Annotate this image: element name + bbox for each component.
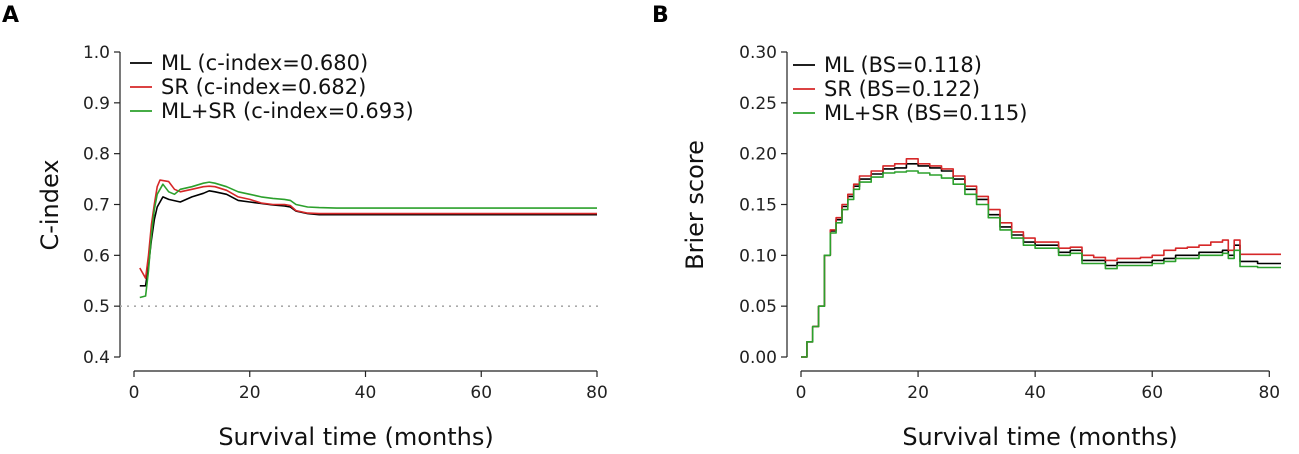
chart-a-xtick-label: 40: [355, 383, 377, 403]
chart-b-series-3-line: [801, 170, 1281, 358]
chart-a-series: [139, 179, 597, 299]
chart-a-ytick-label: 0.7: [83, 196, 110, 216]
panel-label-b: B: [652, 3, 669, 28]
chart-a-ytick-label: 0.5: [83, 297, 110, 317]
chart-b: 0.00 0.05 0.10 0.15 0.20 0.25 0.30 0 20 40 60 80 ML…: [681, 43, 1281, 451]
chart-b-legend-label: ML (BS=0.118): [824, 53, 982, 77]
chart-b-series-1-line: [801, 163, 1281, 358]
chart-a-legend-label: SR (c-index=0.682): [161, 75, 366, 99]
chart-b-ylabel: Brier score: [681, 140, 709, 270]
chart-a-legend-label: ML (c-index=0.680): [161, 51, 368, 75]
chart-b-legend-label: ML+SR (BS=0.115): [824, 101, 1027, 125]
chart-b-xlabel: Survival time (months): [902, 423, 1177, 451]
chart-b-xtick-label: 40: [1024, 383, 1046, 403]
chart-b-series-2-line: [801, 158, 1281, 358]
chart-a-series-3-line: [139, 181, 597, 299]
chart-a-xtick-label: 0: [129, 383, 140, 403]
chart-a-ytick-label: 0.6: [83, 246, 110, 266]
chart-b-series: [801, 158, 1281, 358]
chart-a-ylabel: C-index: [36, 159, 64, 250]
chart-b-xtick-label: 60: [1141, 383, 1163, 403]
chart-a-xtick-label: 20: [239, 383, 261, 403]
chart-a-series-2-line: [139, 179, 597, 279]
chart-a-series-1-line: [139, 190, 597, 287]
chart-b-legend: ML (BS=0.118)SR (BS=0.122)ML+SR (BS=0.11…: [793, 53, 1027, 125]
chart-b-ytick-label: 0.25: [739, 94, 777, 114]
chart-b-xtick-label: 0: [796, 383, 807, 403]
chart-a-ytick-label: 0.4: [83, 348, 110, 368]
chart-a-ytick-label: 1.0: [83, 43, 110, 63]
chart-a-xlabel: Survival time (months): [218, 423, 493, 451]
chart-b-ytick-label: 0.15: [739, 196, 777, 216]
chart-b-axes: 0.00 0.05 0.10 0.15 0.20 0.25 0.30 0 20 40 60 80: [739, 43, 1280, 403]
chart-a-axes: 0.4 0.5 0.6 0.7 0.8 0.9 1.0 0 20 40 60 80: [83, 43, 608, 403]
chart-b-xtick-label: 20: [907, 383, 929, 403]
chart-a-ytick-label: 0.9: [83, 94, 110, 114]
chart-b-ytick-label: 0.10: [739, 246, 777, 266]
chart-b-xtick-label: 80: [1258, 383, 1280, 403]
chart-b-ytick-label: 0.20: [739, 145, 777, 165]
chart-a: 0.4 0.5 0.6 0.7 0.8 0.9 1.0 0 20 40 60 80 ML (c-ind…: [36, 43, 608, 451]
chart-a-ytick-label: 0.8: [83, 145, 110, 165]
chart-b-ytick-label: 0.00: [739, 348, 777, 368]
chart-a-legend-label: ML+SR (c-index=0.693): [161, 99, 414, 123]
panel-label-a: A: [2, 3, 19, 28]
chart-b-legend-label: SR (BS=0.122): [824, 77, 980, 101]
chart-b-ytick-label: 0.30: [739, 43, 777, 63]
chart-b-ytick-label: 0.05: [739, 297, 777, 317]
chart-a-xtick-label: 60: [470, 383, 492, 403]
chart-a-xtick-label: 80: [586, 383, 608, 403]
chart-a-legend: ML (c-index=0.680)SR (c-index=0.682)ML+S…: [130, 51, 414, 123]
